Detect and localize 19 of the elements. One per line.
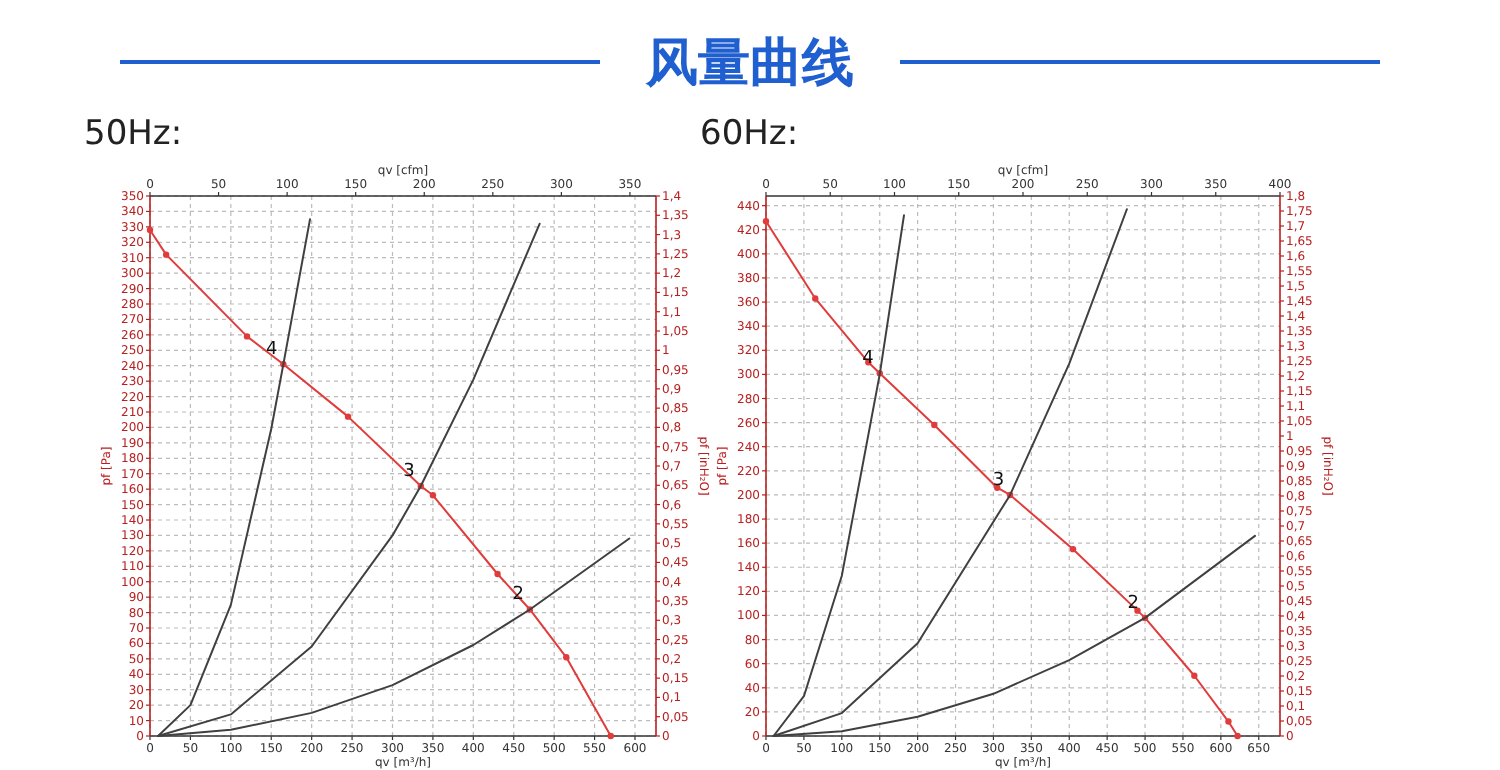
annotation: 4 [265, 340, 278, 361]
point [243, 333, 251, 340]
chart-subtitle: 60Hz: [700, 114, 799, 154]
point [607, 732, 614, 740]
point [494, 570, 501, 578]
point [1069, 545, 1077, 553]
point [1225, 718, 1232, 725]
point [146, 226, 154, 234]
point [1234, 732, 1241, 740]
point [812, 295, 819, 302]
point [344, 413, 352, 420]
point [1191, 672, 1198, 679]
point [931, 421, 938, 429]
point [563, 654, 570, 661]
point [762, 218, 770, 225]
chart-title: 风量曲线 [644, 34, 854, 94]
point [162, 251, 170, 258]
point [429, 492, 437, 499]
chart-subtitle: 50Hz: [84, 114, 183, 154]
